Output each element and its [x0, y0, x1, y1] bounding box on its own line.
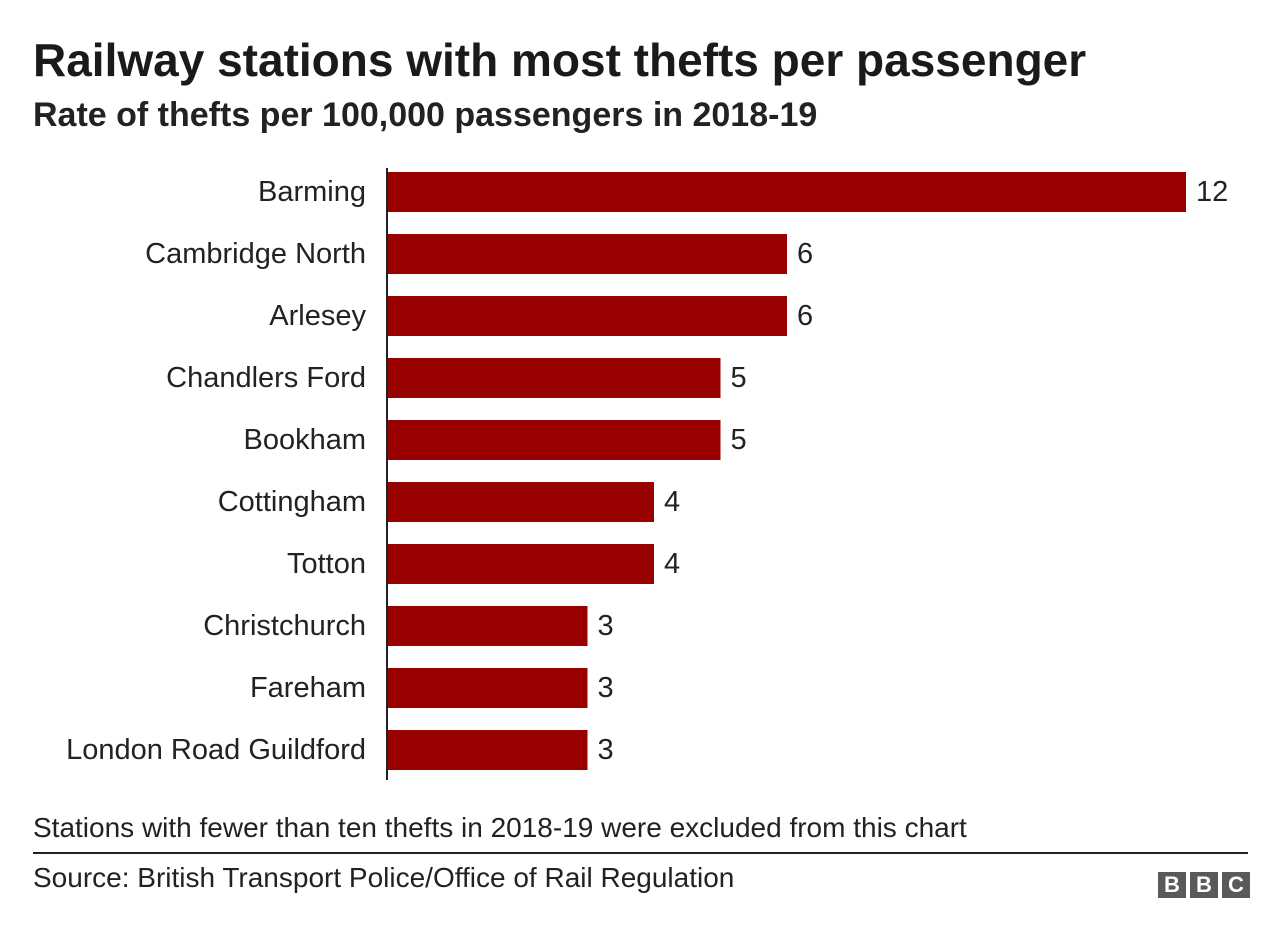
category-label: Cambridge North	[145, 238, 366, 270]
bar	[388, 668, 588, 708]
bar	[388, 172, 1186, 212]
bar	[388, 234, 787, 274]
data-label: 5	[731, 424, 747, 456]
data-label: 6	[797, 238, 813, 270]
source-text: Source: British Transport Police/Office …	[33, 862, 735, 893]
data-label: 3	[598, 734, 614, 766]
data-label: 4	[664, 486, 680, 518]
data-label: 3	[598, 672, 614, 704]
logo-letter: B	[1190, 872, 1218, 898]
category-label: London Road Guildford	[66, 734, 366, 766]
bar	[388, 606, 588, 646]
bar	[388, 482, 654, 522]
footer-divider	[33, 852, 1248, 854]
category-label: Bookham	[243, 424, 366, 456]
category-label: Totton	[287, 548, 366, 580]
logo-letter: C	[1222, 872, 1250, 898]
bar	[388, 296, 787, 336]
category-label: Fareham	[250, 672, 366, 704]
bar	[388, 420, 721, 460]
category-label: Cottingham	[218, 486, 366, 518]
data-label: 6	[797, 300, 813, 332]
data-label: 4	[664, 548, 680, 580]
chart-note: Stations with fewer than ten thefts in 2…	[33, 812, 967, 843]
chart-title: Railway stations with most thefts per pa…	[33, 34, 1087, 86]
chart-subtitle: Rate of thefts per 100,000 passengers in…	[33, 96, 818, 134]
bar	[388, 358, 721, 398]
bar-chart: Barming 12 Cambridge North 6 Arlesey 6 Chandle…	[66, 168, 1228, 780]
bar	[388, 730, 588, 770]
category-label: Chandlers Ford	[166, 362, 366, 394]
data-label: 5	[731, 362, 747, 394]
bar	[388, 544, 654, 584]
category-label: Arlesey	[269, 300, 366, 332]
bbc-logo: B B C	[1158, 872, 1250, 898]
category-label: Christchurch	[203, 610, 366, 642]
category-label: Barming	[258, 176, 366, 208]
data-label: 12	[1196, 176, 1228, 208]
logo-letter: B	[1158, 872, 1186, 898]
data-label: 3	[598, 610, 614, 642]
